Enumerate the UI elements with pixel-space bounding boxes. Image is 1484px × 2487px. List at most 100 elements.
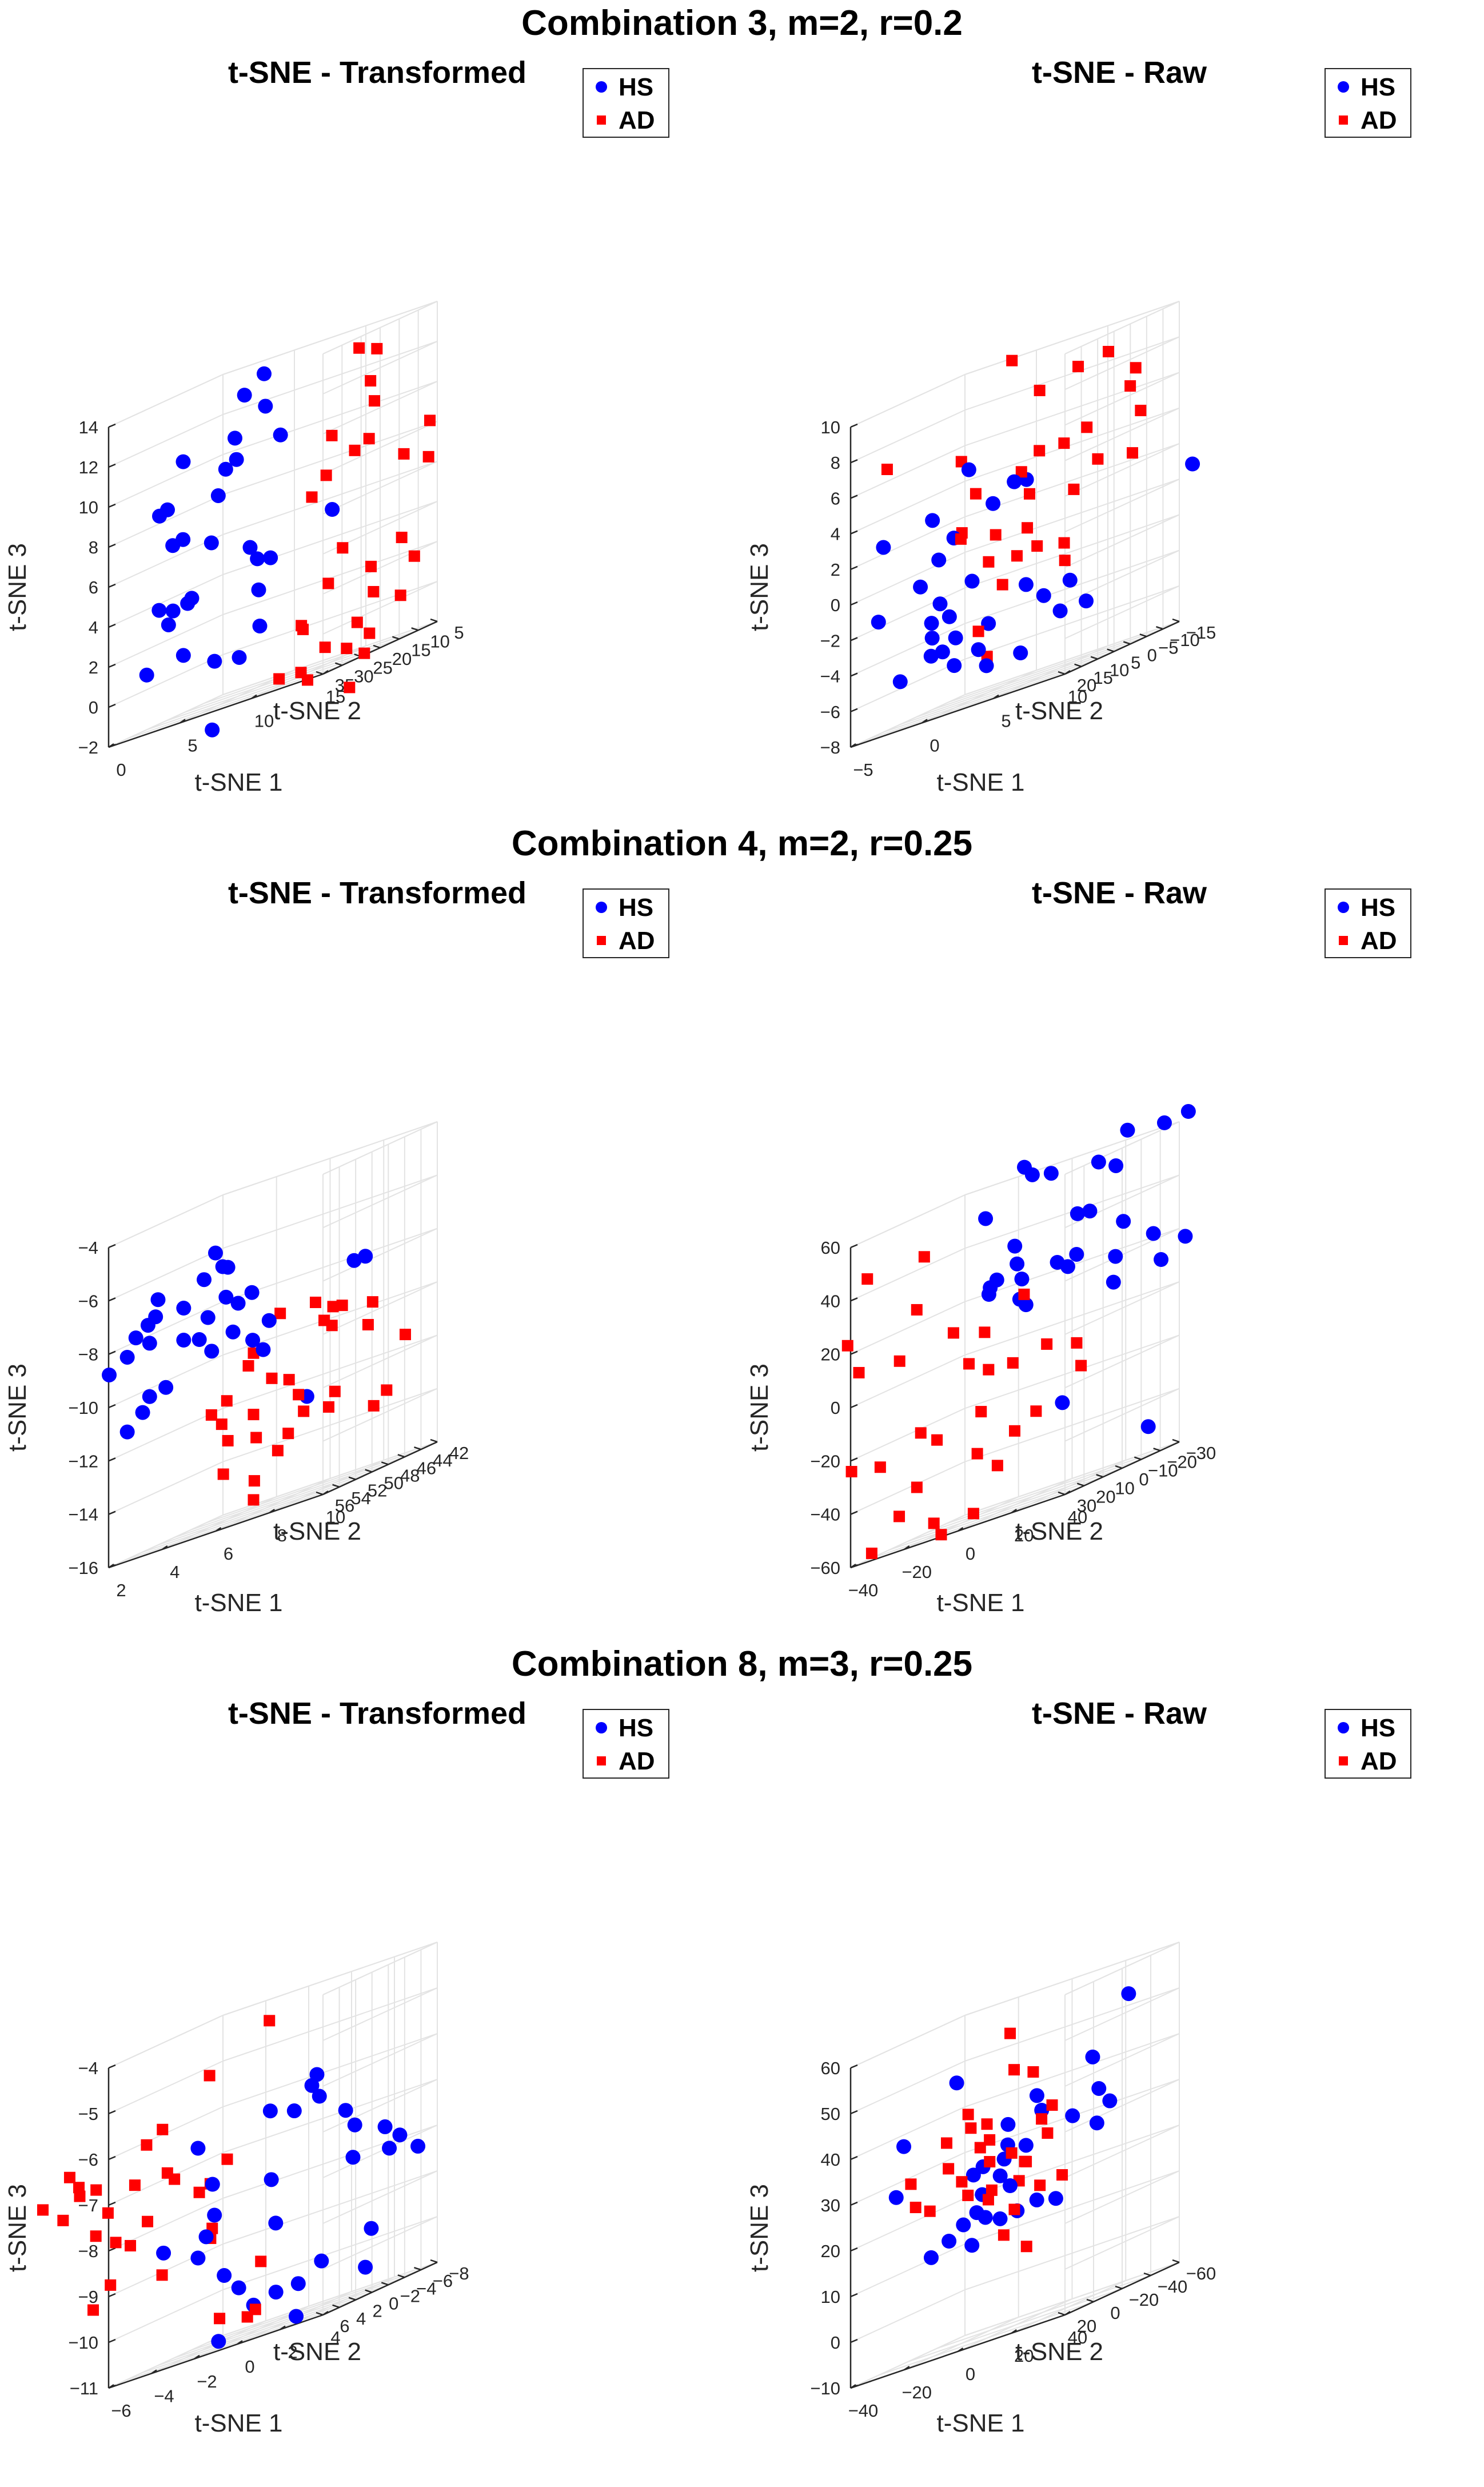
x-tick-label: 0	[116, 760, 126, 780]
grid-line	[322, 2170, 438, 2224]
ad-point	[424, 414, 436, 427]
ad-point	[221, 1395, 233, 1407]
ad-point	[1072, 361, 1084, 373]
grid-line	[883, 658, 1098, 733]
z-tick	[108, 463, 116, 468]
hs-point	[925, 513, 940, 528]
legend-marker-hs	[596, 1722, 607, 1733]
box-edge	[850, 2335, 966, 2389]
hs-point	[261, 1313, 277, 1328]
x-tick	[957, 2347, 964, 2353]
y-tick	[1076, 1482, 1084, 1486]
y-tick	[411, 627, 419, 631]
hs-point	[205, 2177, 220, 2192]
hs-point	[119, 1349, 135, 1365]
ad-point	[962, 2109, 974, 2121]
grid-line	[850, 1301, 966, 1355]
z-tick	[850, 530, 858, 535]
hs-point	[1018, 2138, 1034, 2153]
box-edge	[108, 2015, 224, 2068]
ad-point	[1092, 453, 1104, 465]
legend-label: AD	[1361, 106, 1397, 134]
z-tick	[850, 2201, 858, 2206]
grid-line	[936, 2275, 1151, 2349]
chart-r3-raw: −40 −20 0 20 40 −60 −40 −20 0 20 −10 0 10 20 30 40 50 60 t…	[742, 1687, 1484, 2487]
ad-point	[105, 2279, 117, 2291]
z-tick	[108, 2201, 116, 2206]
ad-point	[298, 1405, 310, 1417]
x-tick-label: 10	[1068, 687, 1087, 707]
ad-point	[982, 2194, 994, 2206]
grid-line	[964, 2033, 1180, 2107]
grid-line	[964, 1987, 1180, 2062]
chart-r2-transformed: 2 4 6 8 10 42 44 46 48 50 52 54 56 −16 −14 −12 −10 −8 −6 −4…	[0, 866, 742, 1667]
y-tick-label: 30	[354, 667, 373, 687]
legend-box	[583, 68, 669, 138]
hs-point	[1091, 2081, 1107, 2096]
ad-point	[947, 1327, 959, 1339]
grid-line	[964, 2216, 1180, 2290]
z-tick-label: 4	[89, 617, 98, 637]
grid-line	[322, 1388, 438, 1442]
hs-point	[1048, 2191, 1063, 2206]
ad-point	[990, 529, 1002, 541]
y-tick-label: 0	[389, 2294, 398, 2314]
z-tick	[108, 663, 116, 668]
z-tick	[850, 1564, 858, 1569]
ad-point	[272, 1445, 284, 1457]
grid-line	[1064, 407, 1180, 461]
hs-point	[948, 630, 963, 645]
grid-line	[964, 407, 1180, 482]
ad-point	[1041, 1338, 1053, 1350]
hs-point	[200, 1310, 216, 1325]
row-2-title: Combination 4, m=2, r=0.25	[511, 824, 973, 863]
hs-point	[410, 2138, 426, 2154]
y-tick-label: −20	[1129, 2290, 1159, 2310]
hs-point	[358, 1249, 373, 1264]
hs-point	[956, 2217, 971, 2233]
hs-point	[1185, 456, 1200, 472]
ad-point	[399, 1329, 411, 1341]
z-tick	[108, 2247, 116, 2252]
ad-point	[161, 2167, 173, 2179]
y-axis-label: t-SNE 2	[273, 1517, 361, 1545]
hs-point	[312, 2089, 327, 2104]
x-tick	[1011, 1508, 1017, 1514]
y-axis-label: t-SNE 2	[273, 697, 361, 725]
ad-point	[1004, 2027, 1016, 2039]
hs-point	[1036, 588, 1051, 603]
grid-line	[222, 2216, 438, 2290]
ad-point	[396, 532, 408, 544]
box-edge	[1064, 1121, 1180, 1175]
z-tick	[850, 2247, 858, 2252]
z-tick-label: −8	[78, 2241, 98, 2261]
y-tick	[1096, 1474, 1104, 1478]
ad-point	[282, 1428, 294, 1440]
hs-point	[942, 2234, 957, 2249]
grid-line	[1064, 1281, 1180, 1335]
hs-point	[1065, 2108, 1080, 2123]
grid-line	[322, 2033, 438, 2087]
legend-label: HS	[1361, 73, 1395, 101]
grid-line	[869, 1485, 1084, 1560]
z-tick	[850, 459, 858, 464]
ad-point	[264, 2015, 276, 2027]
ad-point	[1075, 1360, 1087, 1372]
box-edge	[108, 374, 224, 428]
hs-point	[1013, 645, 1028, 661]
z-tick-label: 50	[821, 2104, 840, 2124]
grid-line	[222, 2033, 438, 2107]
box-edge	[108, 1514, 224, 1568]
z-axis-label: t-SNE 3	[745, 2184, 773, 2272]
z-tick	[108, 2110, 116, 2115]
ad-point	[1034, 384, 1046, 396]
hs-point	[208, 1245, 224, 1261]
ad-point	[928, 1517, 940, 1529]
hs-point	[1116, 1214, 1131, 1229]
ad-point	[125, 2239, 137, 2251]
ad-point	[408, 550, 420, 562]
hs-point	[245, 1333, 261, 1348]
y-tick	[1172, 1438, 1180, 1443]
z-tick	[108, 2338, 116, 2343]
grid-line	[1064, 2079, 1180, 2133]
